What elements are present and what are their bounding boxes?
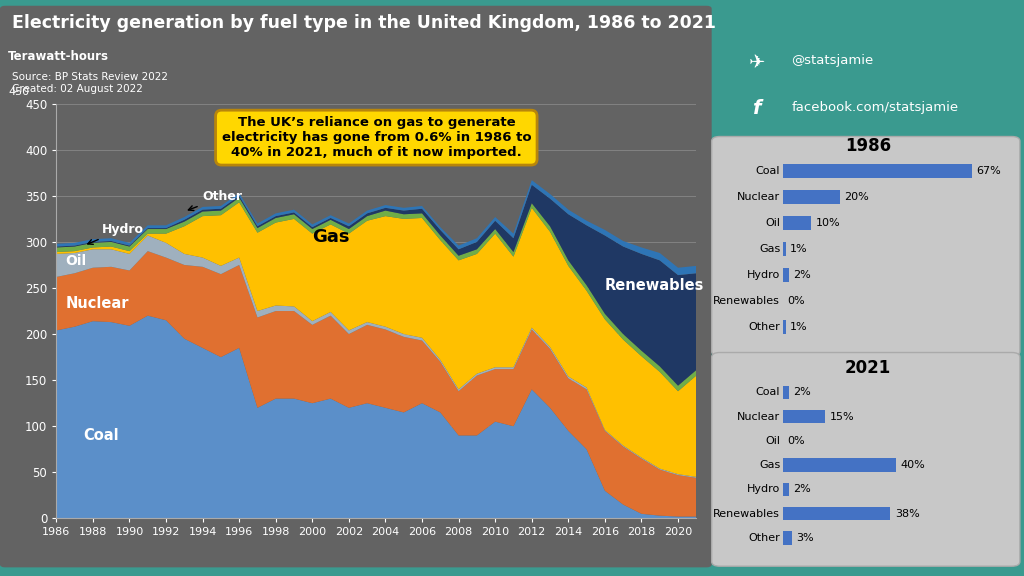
Text: Nuclear: Nuclear xyxy=(737,192,780,202)
Text: Oil: Oil xyxy=(765,218,780,228)
Text: 3%: 3% xyxy=(796,533,813,543)
Text: Other: Other xyxy=(749,322,780,332)
Bar xyxy=(783,320,785,334)
Bar xyxy=(783,242,785,256)
Text: Electricity generation by fuel type in the United Kingdom, 1986 to 2021: Electricity generation by fuel type in t… xyxy=(12,14,717,32)
Bar xyxy=(783,190,840,204)
Text: Hydro: Hydro xyxy=(88,223,144,244)
Text: ✈: ✈ xyxy=(749,52,765,71)
Text: Gas: Gas xyxy=(759,460,780,470)
Text: Renewables: Renewables xyxy=(714,509,780,518)
Text: 0%: 0% xyxy=(787,296,805,306)
Text: Renewables: Renewables xyxy=(605,278,705,293)
Text: 38%: 38% xyxy=(895,509,920,518)
Text: The UK’s reliance on gas to generate
electricity has gone from 0.6% in 1986 to
4: The UK’s reliance on gas to generate ele… xyxy=(221,116,531,159)
Bar xyxy=(783,531,792,545)
Text: Gas: Gas xyxy=(312,228,350,246)
Text: Terawatt-hours: Terawatt-hours xyxy=(8,50,110,63)
Text: 450: 450 xyxy=(8,87,30,97)
Text: Nuclear: Nuclear xyxy=(737,412,780,422)
Text: Coal: Coal xyxy=(756,166,780,176)
Text: facebook.com/statsjamie: facebook.com/statsjamie xyxy=(792,101,958,114)
Text: Nuclear: Nuclear xyxy=(66,296,129,311)
Bar xyxy=(783,507,891,520)
Text: 67%: 67% xyxy=(977,166,1001,176)
Text: Oil: Oil xyxy=(765,436,780,446)
Text: 2%: 2% xyxy=(793,270,811,280)
Text: 1%: 1% xyxy=(791,244,808,254)
Text: Hydro: Hydro xyxy=(746,270,780,280)
Text: Other: Other xyxy=(188,191,243,210)
Title: 2021: 2021 xyxy=(845,359,891,377)
Bar xyxy=(783,410,825,423)
Bar xyxy=(783,216,811,230)
Text: 2%: 2% xyxy=(793,387,811,397)
Text: Other: Other xyxy=(749,533,780,543)
Text: @statsjamie: @statsjamie xyxy=(792,54,873,67)
Text: Coal: Coal xyxy=(84,428,120,443)
Text: 0%: 0% xyxy=(787,436,805,446)
Text: 20%: 20% xyxy=(844,192,868,202)
Text: Hydro: Hydro xyxy=(746,484,780,494)
Title: 1986: 1986 xyxy=(845,138,891,156)
Text: 10%: 10% xyxy=(815,218,840,228)
Bar xyxy=(783,385,788,399)
Text: f: f xyxy=(753,98,761,118)
Text: Renewables: Renewables xyxy=(714,296,780,306)
Text: 15%: 15% xyxy=(829,412,854,422)
Text: Gas: Gas xyxy=(759,244,780,254)
Text: Source: BP Stats Review 2022
Created: 02 August 2022: Source: BP Stats Review 2022 Created: 02… xyxy=(12,72,168,94)
Bar xyxy=(783,268,788,282)
Bar xyxy=(783,164,973,179)
Text: Coal: Coal xyxy=(756,387,780,397)
Text: Oil: Oil xyxy=(66,254,87,268)
Bar xyxy=(783,458,896,472)
Text: 1%: 1% xyxy=(791,322,808,332)
Text: 40%: 40% xyxy=(900,460,925,470)
Text: 2%: 2% xyxy=(793,484,811,494)
Bar xyxy=(783,483,788,496)
